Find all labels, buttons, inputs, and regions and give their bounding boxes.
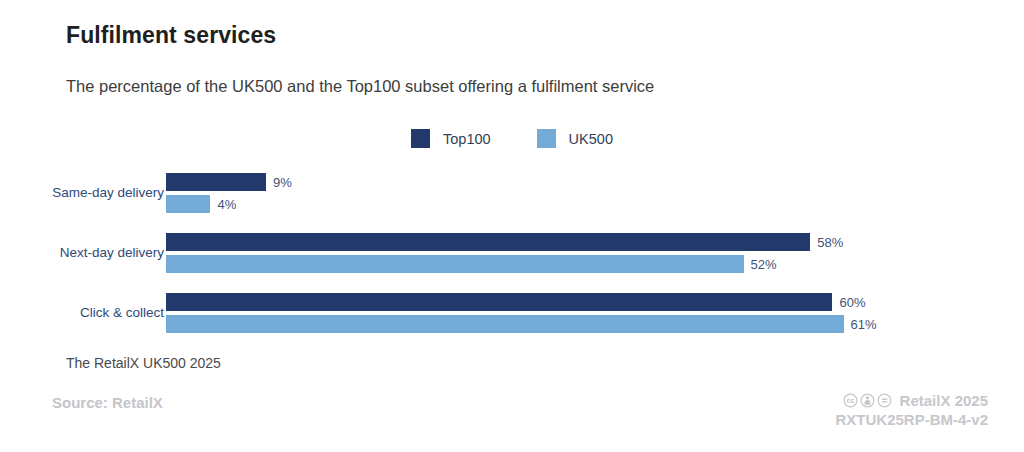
legend-swatch bbox=[411, 129, 430, 148]
nd-icon bbox=[877, 393, 892, 408]
bar-value-label: 61% bbox=[851, 317, 877, 332]
category-label: Next-day delivery bbox=[6, 245, 166, 261]
svg-text:cc: cc bbox=[846, 397, 854, 404]
legend-swatch bbox=[537, 129, 556, 148]
bar-group: Next-day delivery 58% 52% bbox=[6, 233, 888, 273]
bar-value-label: 58% bbox=[817, 235, 843, 250]
bar-uk500 bbox=[166, 255, 744, 273]
bar-uk500 bbox=[166, 315, 844, 333]
reference-code: RXTUK25RP-BM-4-v2 bbox=[835, 411, 988, 428]
category-label: Same-day delivery bbox=[6, 185, 166, 201]
bar-chart: Same-day delivery 9% 4% Next-day delivery 58… bbox=[6, 173, 888, 353]
bar-value-label: 9% bbox=[273, 175, 292, 190]
bar-top100 bbox=[166, 293, 832, 311]
bar-uk500 bbox=[166, 195, 210, 213]
source-label: Source: RetailX bbox=[52, 394, 163, 411]
bar-value-label: 60% bbox=[839, 295, 865, 310]
bar-value-label: 4% bbox=[217, 197, 236, 212]
cc-icon: cc bbox=[843, 393, 858, 408]
bar-value-label: 52% bbox=[751, 257, 777, 272]
bar-group: Click & collect 60% 61% bbox=[6, 293, 888, 333]
by-icon bbox=[860, 393, 875, 408]
bar-top100 bbox=[166, 173, 266, 191]
chart-card: Fulfilment services The percentage of th… bbox=[0, 0, 1024, 452]
brand-label: RetailX 2025 bbox=[900, 392, 988, 409]
legend-item-top100: Top100 bbox=[411, 129, 491, 148]
page-title: Fulfilment services bbox=[66, 22, 276, 49]
footer-branding: cc RetailX 2025 RXTUK25RP-BM-4-v2 bbox=[835, 392, 988, 428]
legend-label: UK500 bbox=[569, 131, 613, 147]
category-label: Click & collect bbox=[6, 305, 166, 321]
legend-item-uk500: UK500 bbox=[537, 129, 613, 148]
legend-label: Top100 bbox=[443, 131, 491, 147]
chart-subtitle: The percentage of the UK500 and the Top1… bbox=[66, 77, 654, 96]
chart-footnote: The RetailX UK500 2025 bbox=[66, 355, 221, 371]
license-icons: cc bbox=[843, 393, 892, 408]
bar-group: Same-day delivery 9% 4% bbox=[6, 173, 888, 213]
bar-top100 bbox=[166, 233, 810, 251]
legend: Top100 UK500 bbox=[0, 129, 1024, 148]
